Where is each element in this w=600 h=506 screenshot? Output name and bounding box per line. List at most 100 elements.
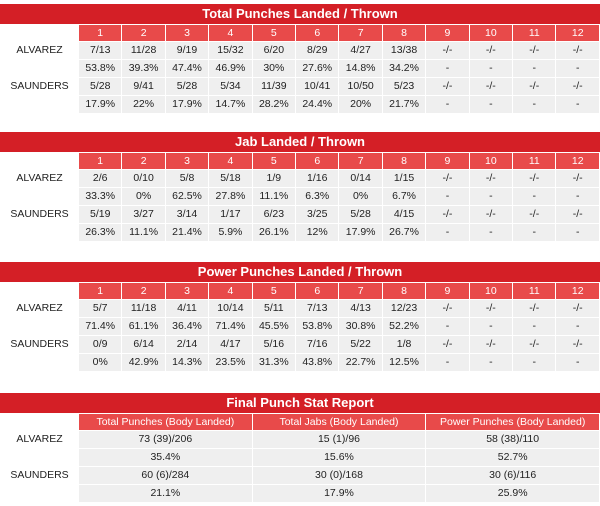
pct-cell: -: [513, 318, 556, 335]
fighter-pct-row: 33.3% 0% 62.5% 27.8% 11.1% 6.3% 0% 6.7% …: [1, 188, 599, 205]
stat-cell: 5/18: [209, 170, 252, 187]
pct-cell: 0%: [122, 188, 165, 205]
fighter-totals-row: ALVAREZ 73 (39)/206 15 (1)/96 58 (38)/11…: [1, 431, 599, 466]
round-header: 1: [79, 25, 122, 41]
stat-cell: 1/8: [382, 336, 426, 353]
stat-cell: 5/28: [165, 78, 209, 95]
pct-cell: -: [556, 318, 599, 335]
pct-cell: 34.2%: [382, 60, 426, 77]
pct-cell: 25.9%: [426, 485, 599, 502]
stat-cell: 10/14: [209, 300, 252, 317]
fighter-name: SAUNDERS: [1, 467, 78, 502]
fighter-pct-row: 0% 42.9% 14.3% 23.5% 31.3% 43.8% 22.7% 1…: [1, 354, 599, 371]
total-punches-section: Total Punches Landed / Thrown 1 2 3 4 5 …: [0, 4, 600, 114]
pct-cell: -: [426, 96, 469, 113]
section-title: Jab Landed / Thrown: [0, 132, 600, 152]
round-header: 5: [252, 283, 296, 299]
round-header: 12: [556, 283, 599, 299]
section-title: Final Punch Stat Report: [0, 393, 600, 413]
stat-cell: 13/38: [382, 42, 426, 59]
fighter-pct-row: 17.9% 22% 17.9% 14.7% 28.2% 24.4% 20% 21…: [1, 96, 599, 113]
round-header: 8: [382, 25, 426, 41]
stat-cell: 1/17: [209, 206, 252, 223]
pct-cell: -: [513, 188, 556, 205]
stat-cell: -/-: [556, 42, 599, 59]
pct-cell: 15.6%: [252, 449, 426, 466]
pct-cell: 30%: [252, 60, 296, 77]
round-header: 12: [556, 25, 599, 41]
stat-cell: 2/6: [79, 170, 122, 187]
stat-cell: 12/23: [382, 300, 426, 317]
pct-cell: 35.4%: [79, 449, 252, 466]
stat-cell: 8/29: [296, 42, 339, 59]
fighter-name: SAUNDERS: [1, 78, 78, 113]
stat-cell: 7/16: [296, 336, 339, 353]
fighter-landed-row: SAUNDERS 5/28 9/41 5/28 5/34 11/39 10/41…: [1, 78, 599, 113]
stat-cell: -/-: [469, 78, 513, 95]
stat-cell: 3/25: [296, 206, 339, 223]
pct-cell: 33.3%: [79, 188, 122, 205]
pct-cell: 71.4%: [79, 318, 122, 335]
pct-cell: 30.8%: [339, 318, 382, 335]
pct-cell: 23.5%: [209, 354, 252, 371]
stat-cell: -/-: [513, 300, 556, 317]
stat-cell: -/-: [469, 170, 513, 187]
stats-table: 1 2 3 4 5 6 7 8 9 10 11 12 ALVAREZ 5/7 1…: [0, 282, 600, 372]
stat-cell: 5/8: [165, 170, 209, 187]
pct-cell: 17.9%: [339, 224, 382, 241]
pct-cell: 28.2%: [252, 96, 296, 113]
round-header: 3: [165, 25, 209, 41]
final-column-header: Total Punches (Body Landed): [79, 414, 252, 430]
pct-cell: 17.9%: [252, 485, 426, 502]
pct-cell: 39.3%: [122, 60, 165, 77]
pct-cell: -: [513, 60, 556, 77]
pct-cell: 21.4%: [165, 224, 209, 241]
pct-cell: 12.5%: [382, 354, 426, 371]
stat-cell: -/-: [556, 170, 599, 187]
stat-cell: 11/39: [252, 78, 296, 95]
stat-cell: -/-: [556, 336, 599, 353]
pct-cell: 42.9%: [122, 354, 165, 371]
round-header: 3: [165, 283, 209, 299]
pct-cell: -: [426, 188, 469, 205]
round-header: 10: [469, 153, 513, 169]
pct-cell: 26.1%: [252, 224, 296, 241]
stat-cell: -/-: [513, 42, 556, 59]
pct-cell: 14.3%: [165, 354, 209, 371]
stat-cell: 7/13: [79, 42, 122, 59]
pct-cell: -: [556, 354, 599, 371]
stat-cell: -/-: [426, 170, 469, 187]
round-header: 2: [122, 153, 165, 169]
stat-cell: -/-: [513, 206, 556, 223]
stat-cell: 6/14: [122, 336, 165, 353]
pct-cell: -: [556, 224, 599, 241]
round-header: 3: [165, 153, 209, 169]
round-header: 6: [296, 25, 339, 41]
pct-cell: 0%: [339, 188, 382, 205]
round-header: 5: [252, 25, 296, 41]
round-header: 6: [296, 283, 339, 299]
pct-cell: 6.7%: [382, 188, 426, 205]
pct-cell: 71.4%: [209, 318, 252, 335]
power-punches-section: Power Punches Landed / Thrown 1 2 3 4 5 …: [0, 262, 600, 372]
stat-cell: 9/41: [122, 78, 165, 95]
pct-cell: -: [469, 60, 513, 77]
round-header: 1: [79, 283, 122, 299]
pct-cell: 14.7%: [209, 96, 252, 113]
pct-cell: 5.9%: [209, 224, 252, 241]
stat-cell: 4/15: [382, 206, 426, 223]
round-header: 11: [513, 25, 556, 41]
stat-cell: 5/7: [79, 300, 122, 317]
pct-cell: -: [426, 354, 469, 371]
pct-cell: 46.9%: [209, 60, 252, 77]
round-header: 12: [556, 153, 599, 169]
round-header: 10: [469, 283, 513, 299]
pct-cell: 53.8%: [296, 318, 339, 335]
stat-cell: -/-: [556, 300, 599, 317]
pct-cell: -: [469, 354, 513, 371]
fighter-pct-row: 26.3% 11.1% 21.4% 5.9% 26.1% 12% 17.9% 2…: [1, 224, 599, 241]
pct-cell: 14.8%: [339, 60, 382, 77]
pct-cell: 17.9%: [165, 96, 209, 113]
pct-cell: 36.4%: [165, 318, 209, 335]
pct-cell: 22%: [122, 96, 165, 113]
